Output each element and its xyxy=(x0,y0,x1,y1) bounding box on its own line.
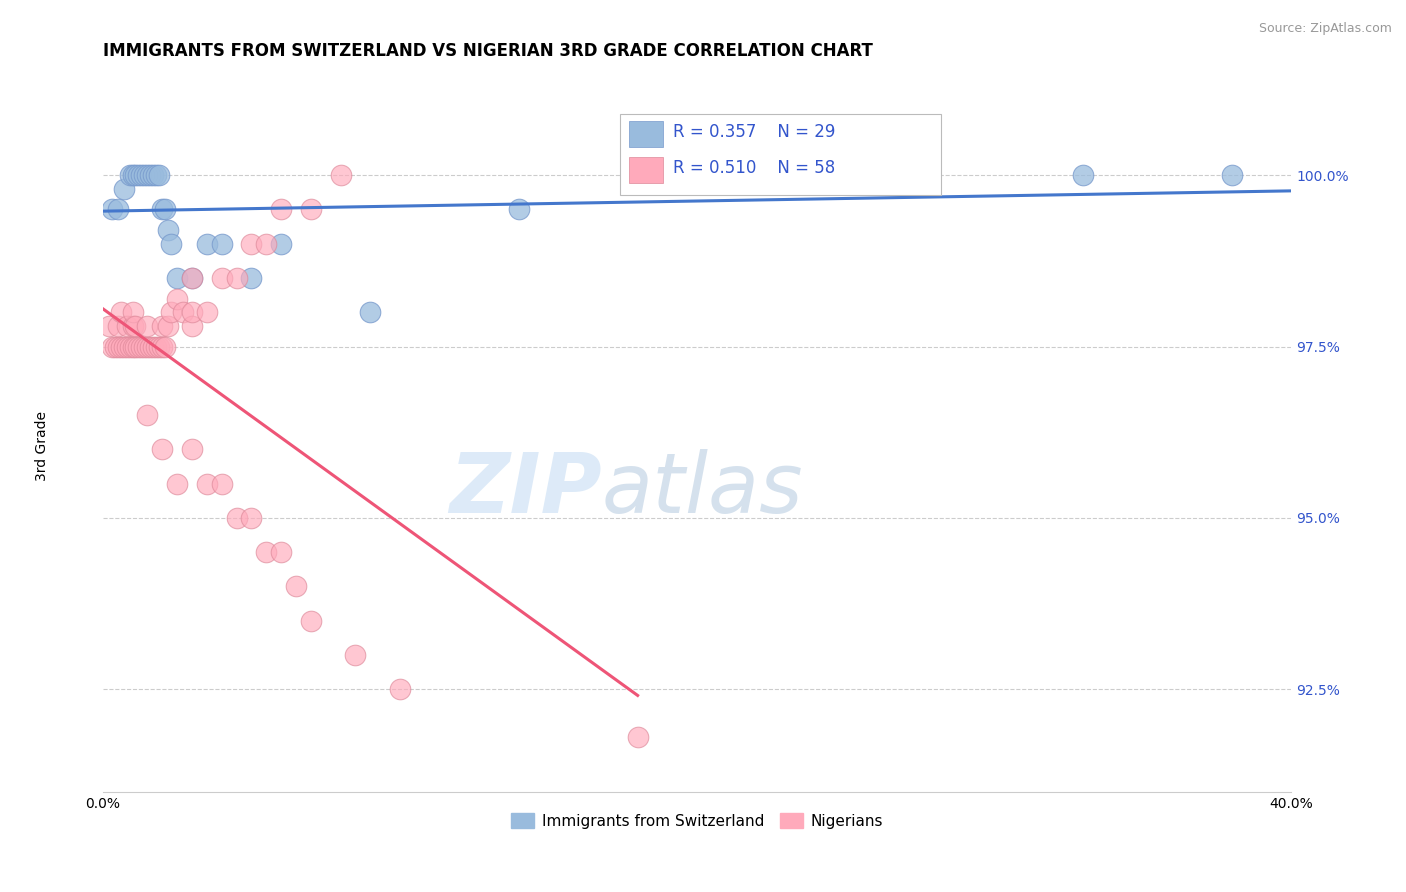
Point xyxy=(100,202,122,217)
Point xyxy=(359,305,381,319)
Point xyxy=(131,168,153,182)
Point xyxy=(329,168,352,182)
Point xyxy=(100,339,122,353)
Point xyxy=(254,236,277,251)
Point xyxy=(270,236,292,251)
Point xyxy=(627,730,650,744)
Point xyxy=(112,339,135,353)
Point xyxy=(284,579,307,593)
Text: atlas: atlas xyxy=(602,450,804,530)
Point xyxy=(142,339,165,353)
Point xyxy=(121,339,143,353)
Point xyxy=(1073,168,1095,182)
Point xyxy=(118,168,141,182)
Point xyxy=(124,318,146,333)
Point xyxy=(240,511,263,525)
FancyBboxPatch shape xyxy=(630,157,662,183)
Text: R = 0.357    N = 29: R = 0.357 N = 29 xyxy=(673,123,835,141)
Point xyxy=(136,339,159,353)
Point xyxy=(107,318,129,333)
Text: Source: ZipAtlas.com: Source: ZipAtlas.com xyxy=(1258,22,1392,36)
Point xyxy=(195,476,218,491)
Point xyxy=(211,236,233,251)
FancyBboxPatch shape xyxy=(620,114,941,194)
Point xyxy=(150,339,173,353)
Point xyxy=(160,305,183,319)
Point xyxy=(211,271,233,285)
Point xyxy=(181,271,204,285)
Point xyxy=(240,236,263,251)
Point xyxy=(112,182,135,196)
Point xyxy=(157,318,180,333)
Point xyxy=(299,614,322,628)
Point xyxy=(225,271,247,285)
Point xyxy=(172,305,194,319)
Text: 3rd Grade: 3rd Grade xyxy=(35,411,49,481)
Point xyxy=(195,236,218,251)
Point xyxy=(150,202,173,217)
Point xyxy=(160,236,183,251)
Point xyxy=(121,318,143,333)
Point xyxy=(139,168,162,182)
Point xyxy=(107,202,129,217)
Point xyxy=(150,442,173,457)
Point xyxy=(195,305,218,319)
Point xyxy=(121,305,143,319)
Point xyxy=(104,339,127,353)
Point xyxy=(181,271,204,285)
Point xyxy=(153,339,176,353)
Point xyxy=(388,682,411,697)
Point xyxy=(181,442,204,457)
Legend: Immigrants from Switzerland, Nigerians: Immigrants from Switzerland, Nigerians xyxy=(505,806,889,835)
Point xyxy=(181,318,204,333)
Point xyxy=(1220,168,1243,182)
Point xyxy=(166,292,188,306)
Point xyxy=(124,339,146,353)
Point xyxy=(157,223,180,237)
Point xyxy=(166,476,188,491)
Point xyxy=(270,545,292,559)
Point xyxy=(107,339,129,353)
Point xyxy=(145,339,167,353)
Point xyxy=(686,168,709,182)
Point xyxy=(148,168,170,182)
Text: ZIP: ZIP xyxy=(450,450,602,530)
Point xyxy=(136,408,159,422)
Point xyxy=(211,476,233,491)
Point xyxy=(153,202,176,217)
Point xyxy=(166,271,188,285)
Text: IMMIGRANTS FROM SWITZERLAND VS NIGERIAN 3RD GRADE CORRELATION CHART: IMMIGRANTS FROM SWITZERLAND VS NIGERIAN … xyxy=(103,42,873,60)
Point xyxy=(97,318,120,333)
Point xyxy=(127,168,149,182)
Point xyxy=(121,168,143,182)
Point xyxy=(115,339,138,353)
Point xyxy=(115,318,138,333)
Point xyxy=(139,339,162,353)
Point xyxy=(148,339,170,353)
Point xyxy=(181,305,204,319)
Point xyxy=(134,168,156,182)
Point xyxy=(270,202,292,217)
Point xyxy=(124,168,146,182)
Point xyxy=(254,545,277,559)
Point xyxy=(127,339,149,353)
Text: R = 0.510    N = 58: R = 0.510 N = 58 xyxy=(673,159,835,178)
Point xyxy=(508,202,530,217)
Point xyxy=(142,168,165,182)
Point xyxy=(344,648,367,662)
Point xyxy=(145,168,167,182)
Point xyxy=(225,511,247,525)
Point xyxy=(240,271,263,285)
Point xyxy=(299,202,322,217)
Point xyxy=(136,168,159,182)
Point xyxy=(118,339,141,353)
Point xyxy=(134,339,156,353)
FancyBboxPatch shape xyxy=(630,120,662,146)
Point xyxy=(131,339,153,353)
Point xyxy=(150,318,173,333)
Point xyxy=(110,305,132,319)
Point xyxy=(136,318,159,333)
Point xyxy=(110,339,132,353)
